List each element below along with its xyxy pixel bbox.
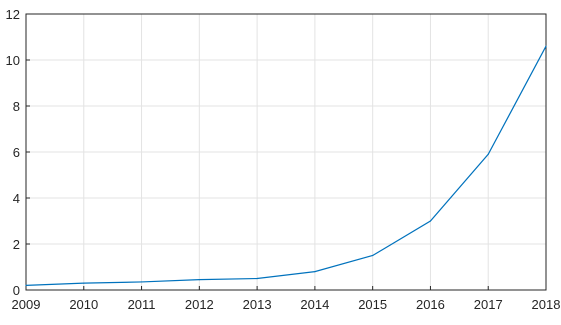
data-point xyxy=(83,282,85,284)
data-point xyxy=(487,153,489,155)
data-point xyxy=(429,220,432,222)
x-tick-label: 2010 xyxy=(69,297,98,312)
y-tick-label: 2 xyxy=(13,237,20,252)
axes xyxy=(25,13,547,291)
x-tick-label: 2017 xyxy=(474,297,503,312)
series-layer xyxy=(25,45,547,286)
tick-labels: 2009 2010 2011 2012 2013 2014 2015 2016 2017 2018… xyxy=(6,7,561,312)
grid xyxy=(26,14,546,290)
x-tick-label: 2009 xyxy=(12,297,41,312)
series-line xyxy=(25,45,547,286)
plot-area-border xyxy=(25,13,547,291)
y-tick-label: 4 xyxy=(13,191,20,206)
data-point xyxy=(25,284,27,286)
data-point xyxy=(545,45,547,47)
x-tick-label: 2015 xyxy=(358,297,387,312)
data-point xyxy=(314,271,316,273)
x-tick-label: 2012 xyxy=(185,297,214,312)
data-point xyxy=(198,279,200,281)
y-tick-label: 6 xyxy=(13,145,20,160)
x-tick-label: 2011 xyxy=(128,297,156,312)
data-point xyxy=(372,254,374,257)
data-point xyxy=(140,281,143,283)
y-tick-label: 8 xyxy=(13,99,20,114)
y-tick-label: 12 xyxy=(6,7,20,22)
x-tick-label: 2013 xyxy=(243,297,272,312)
y-tick-label: 10 xyxy=(6,53,20,68)
x-tick-label: 2014 xyxy=(300,297,329,312)
x-tick-label: 2016 xyxy=(416,297,445,312)
y-tick-label: 0 xyxy=(13,283,20,298)
x-tick-label: 2018 xyxy=(532,297,561,312)
data-point xyxy=(256,277,258,280)
